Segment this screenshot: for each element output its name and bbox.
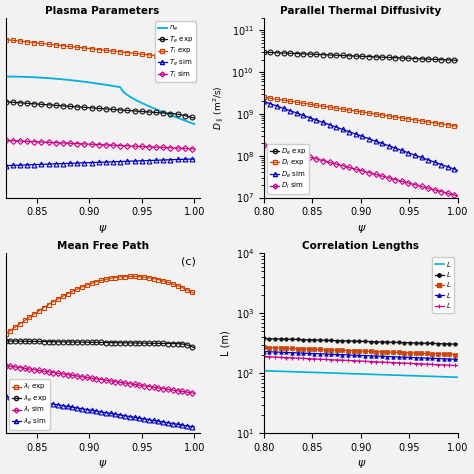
X-axis label: ψ: ψ <box>99 223 106 233</box>
X-axis label: ψ: ψ <box>357 458 365 468</box>
Title: Mean Free Path: Mean Free Path <box>56 241 148 251</box>
Y-axis label: $D_{\parallel}$ (m$^2$/s): $D_{\parallel}$ (m$^2$/s) <box>211 85 226 130</box>
X-axis label: ψ: ψ <box>357 223 365 233</box>
Title: Parallel Thermal Diffusivity: Parallel Thermal Diffusivity <box>280 6 441 16</box>
Y-axis label: L (m): L (m) <box>220 330 230 356</box>
Legend: $L$, $L$, $L$, $L$, $L$: $L$, $L$, $L$, $L$, $L$ <box>432 257 454 313</box>
Legend: $\lambda_i$ exp, $\lambda_e$ exp, $\lambda_i$ sim, $\lambda_e$ sim: $\lambda_i$ exp, $\lambda_e$ exp, $\lamb… <box>9 379 50 430</box>
Text: (a): (a) <box>180 21 196 31</box>
X-axis label: ψ: ψ <box>99 458 106 468</box>
Text: (c): (c) <box>181 257 196 267</box>
Legend: $n_e$, $T_e$ exp, $T_i$ exp, $T_e$ sim, $T_i$ sim: $n_e$, $T_e$ exp, $T_i$ exp, $T_e$ sim, … <box>155 21 196 82</box>
Title: Plasma Parameters: Plasma Parameters <box>46 6 160 16</box>
Legend: $D_e$ exp, $D_i$ exp, $D_e$ sim, $D_i$ sim: $D_e$ exp, $D_i$ exp, $D_e$ sim, $D_i$ s… <box>267 144 309 194</box>
Title: Correlation Lengths: Correlation Lengths <box>302 241 419 251</box>
